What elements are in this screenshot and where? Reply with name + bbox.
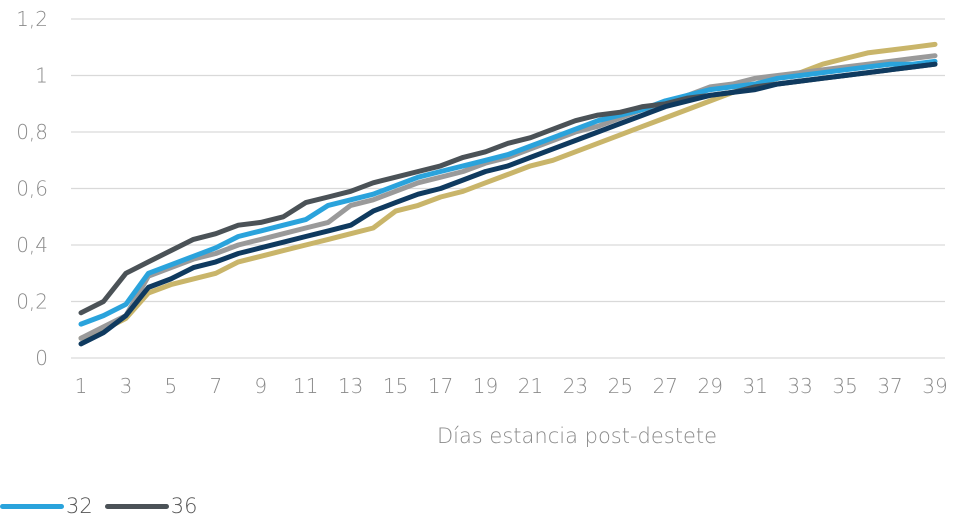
x-tick-label: 23: [563, 374, 588, 398]
x-tick-label: 13: [338, 374, 363, 398]
x-tick-label: 33: [787, 374, 812, 398]
y-tick-label: 1: [35, 64, 48, 88]
y-tick-label: 0,6: [16, 177, 48, 201]
legend-item-32: 32: [0, 494, 93, 518]
y-tick-label: 0: [35, 346, 48, 370]
x-tick-label: 11: [293, 374, 318, 398]
x-tick-label: 27: [653, 374, 678, 398]
series-lines: [78, 41, 938, 347]
legend-swatch-32: [0, 503, 64, 509]
legend-item-36: 36: [104, 494, 198, 518]
y-axis-ticks: 0 0,2 0,4 0,6 0,8 1 1,2: [16, 7, 48, 370]
x-tick-label: 35: [832, 374, 857, 398]
y-tick-label: 1,2: [16, 7, 48, 31]
x-tick-label: 9: [254, 374, 267, 398]
legend: 32 36: [0, 494, 209, 518]
x-tick-label: 21: [518, 374, 543, 398]
x-tick-label: 31: [742, 374, 767, 398]
series-line-5: [78, 61, 938, 347]
x-tick-label: 3: [120, 374, 133, 398]
y-tick-label: 0,4: [16, 233, 48, 257]
y-tick-label: 0,8: [16, 120, 48, 144]
x-axis-ticks: 1 3 5 7 9 11 13 15 17 19 21 23 25 27 29 31 33 35 37 39: [75, 374, 948, 398]
x-tick-label: 5: [165, 374, 178, 398]
legend-label-32: 32: [66, 494, 93, 518]
series-line-1: [78, 41, 938, 341]
x-tick-label: 19: [473, 374, 498, 398]
x-tick-label: 25: [608, 374, 633, 398]
x-tick-label: 7: [209, 374, 222, 398]
series-line-2: [78, 53, 938, 341]
legend-label-36: 36: [170, 494, 198, 518]
x-axis-title: Días estancia post-destete: [437, 424, 717, 448]
y-tick-label: 0,2: [16, 290, 48, 314]
x-tick-label: 17: [428, 374, 453, 398]
x-tick-label: 1: [75, 374, 88, 398]
series-line-32: [78, 58, 938, 327]
x-tick-label: 15: [383, 374, 408, 398]
legend-swatch-36: [104, 503, 169, 509]
x-tick-label: 29: [698, 374, 723, 398]
x-tick-label: 39: [922, 374, 947, 398]
x-tick-label: 37: [877, 374, 902, 398]
